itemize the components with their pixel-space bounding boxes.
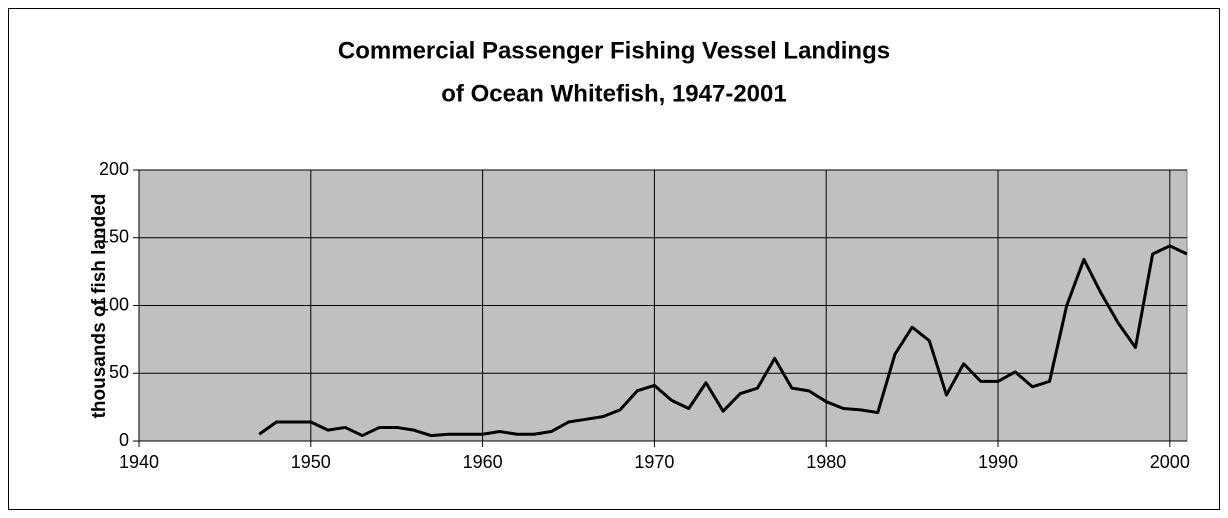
- chart-title: Commercial Passenger Fishing Vessel Land…: [338, 37, 890, 64]
- y-tick-label: 0: [119, 430, 129, 450]
- x-tick-label: 1940: [119, 452, 159, 472]
- y-tick-label: 150: [99, 227, 129, 247]
- y-tick-label: 50: [109, 362, 129, 382]
- chart-title: of Ocean Whitefish, 1947-2001: [441, 80, 786, 107]
- y-tick-label: 100: [99, 294, 129, 314]
- x-tick-label: 1950: [291, 452, 331, 472]
- data-line: [258, 244, 1188, 438]
- x-tick-label: 1980: [806, 452, 846, 472]
- y-axis-label: thousands of fish landed: [89, 194, 110, 419]
- x-tick-label: 1970: [634, 452, 674, 472]
- x-tick-label: 2000: [1150, 452, 1190, 472]
- x-tick-label: 1990: [978, 452, 1018, 472]
- x-tick-label: 1960: [463, 452, 503, 472]
- y-tick-label: 200: [99, 159, 129, 179]
